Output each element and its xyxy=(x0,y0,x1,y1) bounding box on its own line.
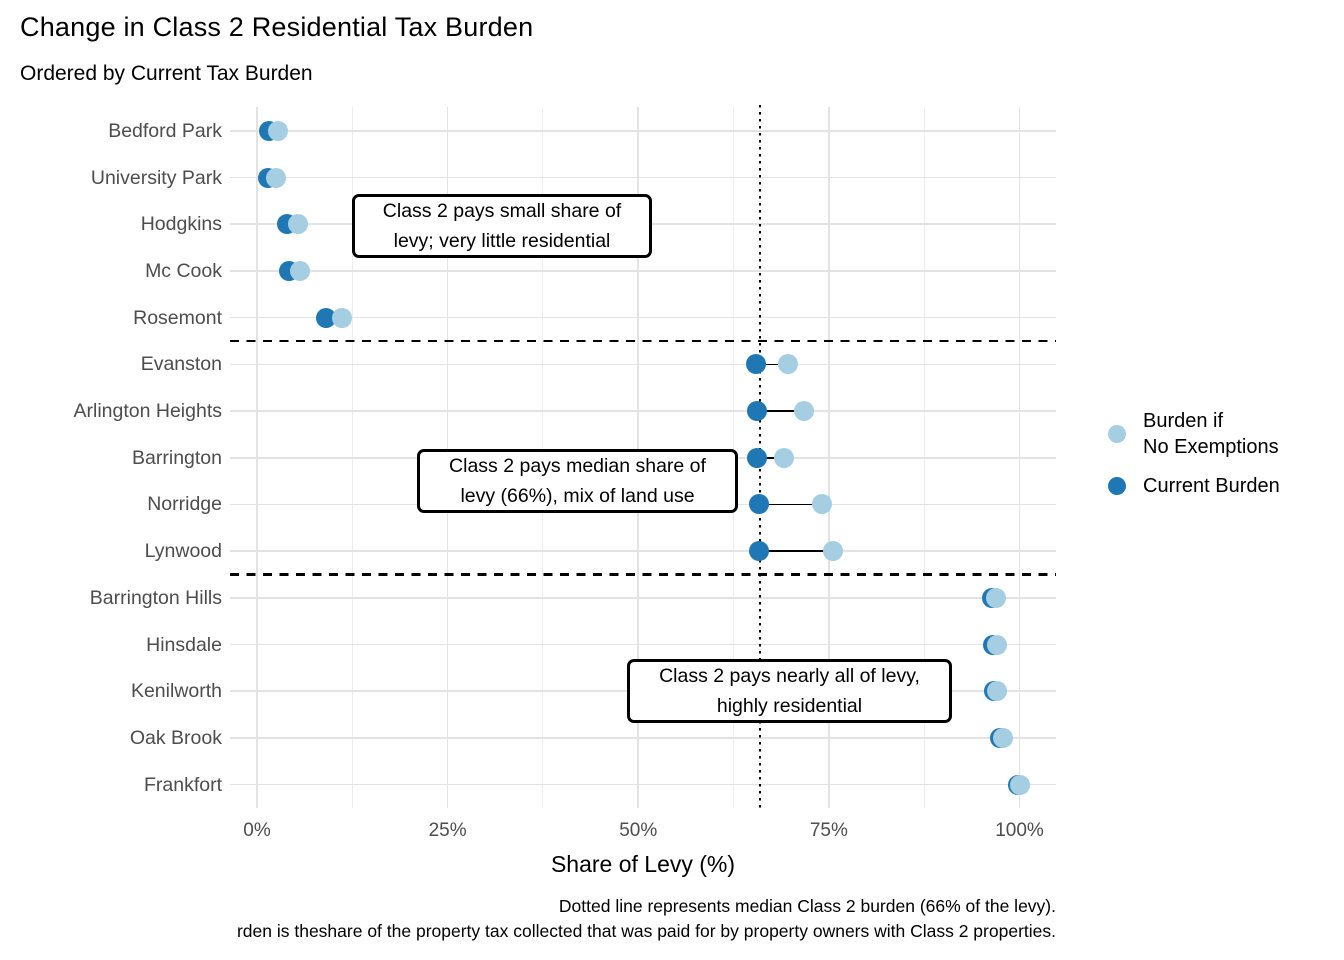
y-axis-label: University Park xyxy=(90,166,222,189)
legend-label: Current Burden xyxy=(1143,473,1280,499)
no-exemptions-dot xyxy=(822,541,843,562)
group-separator-line xyxy=(230,573,1056,576)
no-exemptions-dot xyxy=(332,307,353,328)
current-burden-dot xyxy=(315,307,336,328)
y-axis-label: Mc Cook xyxy=(145,259,222,282)
no-exemptions-dot xyxy=(793,401,814,422)
x-tick-label: 75% xyxy=(809,820,848,841)
legend-label-line: Burden if xyxy=(1143,410,1224,432)
row-gridline xyxy=(230,597,1056,599)
legend-item-no-exemptions: Burden if No Exemptions xyxy=(1108,408,1280,460)
annotation-median-share: Class 2 pays median share of levy (66%),… xyxy=(417,449,738,513)
current-burden-legend-dot-icon xyxy=(1108,477,1126,495)
connector-line xyxy=(757,410,804,412)
no-exemptions-dot xyxy=(773,447,794,468)
y-axis-label: Barrington xyxy=(132,446,222,469)
caption-burden-definition: rden is theshare of the property tax col… xyxy=(236,921,1056,941)
x-tick-label: 0% xyxy=(243,820,271,841)
no-exemptions-dot xyxy=(812,494,832,515)
y-axis-label: Kenilworth xyxy=(130,680,222,703)
current-burden-dot xyxy=(747,401,768,422)
y-axis-label: Arlington Heights xyxy=(73,400,223,423)
y-axis-label: Lynwood xyxy=(144,540,222,563)
row-gridline xyxy=(230,643,1056,646)
annotation-line: highly residential xyxy=(716,695,863,717)
row-gridline xyxy=(230,270,1056,272)
chart-subtitle: Ordered by Current Tax Burden xyxy=(20,62,313,85)
legend-label: Burden if No Exemptions xyxy=(1143,408,1279,460)
annotation-line: Class 2 pays median share of xyxy=(449,455,706,477)
current-burden-dot xyxy=(745,354,766,375)
row-gridline xyxy=(230,316,1056,319)
connector-line xyxy=(758,503,822,506)
current-burden-dot xyxy=(748,494,769,515)
no-exemptions-dot xyxy=(290,260,311,281)
no-exemptions-dot xyxy=(1009,774,1030,795)
annotation-line: Class 2 pays nearly all of levy, xyxy=(659,665,920,687)
y-axis-label: Bedford Park xyxy=(108,119,222,142)
y-axis-label: Rosemont xyxy=(133,306,222,329)
no-exemptions-legend-dot-icon xyxy=(1108,425,1126,443)
legend-label-line: No Exemptions xyxy=(1143,436,1279,458)
annotation-line: Class 2 pays small share of xyxy=(382,200,622,222)
no-exemptions-dot xyxy=(985,587,1006,608)
y-axis-label: Hinsdale xyxy=(146,633,222,656)
connector-line xyxy=(757,456,784,459)
no-exemptions-dot xyxy=(987,681,1008,702)
connector-line xyxy=(758,550,833,552)
connector-line xyxy=(755,363,788,366)
current-burden-dot xyxy=(748,541,769,562)
annotation-line: levy (66%), mix of land use xyxy=(460,485,695,507)
legend-label-line: Current Burden xyxy=(1143,475,1280,497)
row-gridline xyxy=(230,130,1056,132)
y-axis-label: Norridge xyxy=(147,493,222,516)
annotation-nearly-all: Class 2 pays nearly all of levy, highly … xyxy=(627,659,952,723)
x-axis-title: Share of Levy (%) xyxy=(550,851,736,877)
no-exemptions-dot xyxy=(268,120,289,141)
no-exemptions-dot xyxy=(777,354,798,375)
row-gridline xyxy=(230,176,1056,179)
caption-median-note: Dotted line represents median Class 2 bu… xyxy=(558,896,1056,916)
row-gridline xyxy=(230,783,1056,786)
group-separator-line xyxy=(230,339,1056,343)
no-exemptions-dot xyxy=(993,727,1014,748)
x-tick-label: 50% xyxy=(619,820,658,841)
row-gridline xyxy=(230,550,1056,552)
legend: Burden if No Exemptions Current Burden xyxy=(1108,408,1280,499)
row-gridline xyxy=(230,737,1056,739)
x-tick-label: 25% xyxy=(428,820,467,841)
y-axis-label: Frankfort xyxy=(143,773,222,796)
chart-title: Change in Class 2 Residential Tax Burden xyxy=(20,12,534,42)
no-exemptions-dot xyxy=(266,167,287,188)
annotation-small-share: Class 2 pays small share of levy; very l… xyxy=(352,194,652,258)
no-exemptions-dot xyxy=(288,214,309,235)
legend-item-current-burden: Current Burden xyxy=(1108,473,1280,499)
y-axis-label: Hodgkins xyxy=(140,213,222,236)
annotation-line: levy; very little residential xyxy=(393,230,611,252)
row-gridline xyxy=(230,410,1056,412)
y-axis-label: Evanston xyxy=(140,353,222,376)
row-gridline xyxy=(230,363,1056,366)
y-axis-label: Oak Brook xyxy=(129,726,222,749)
current-burden-dot xyxy=(747,447,768,468)
y-axis-label: Barrington Hills xyxy=(89,586,222,609)
no-exemptions-dot xyxy=(986,634,1007,655)
x-tick-label: 100% xyxy=(995,820,1044,841)
